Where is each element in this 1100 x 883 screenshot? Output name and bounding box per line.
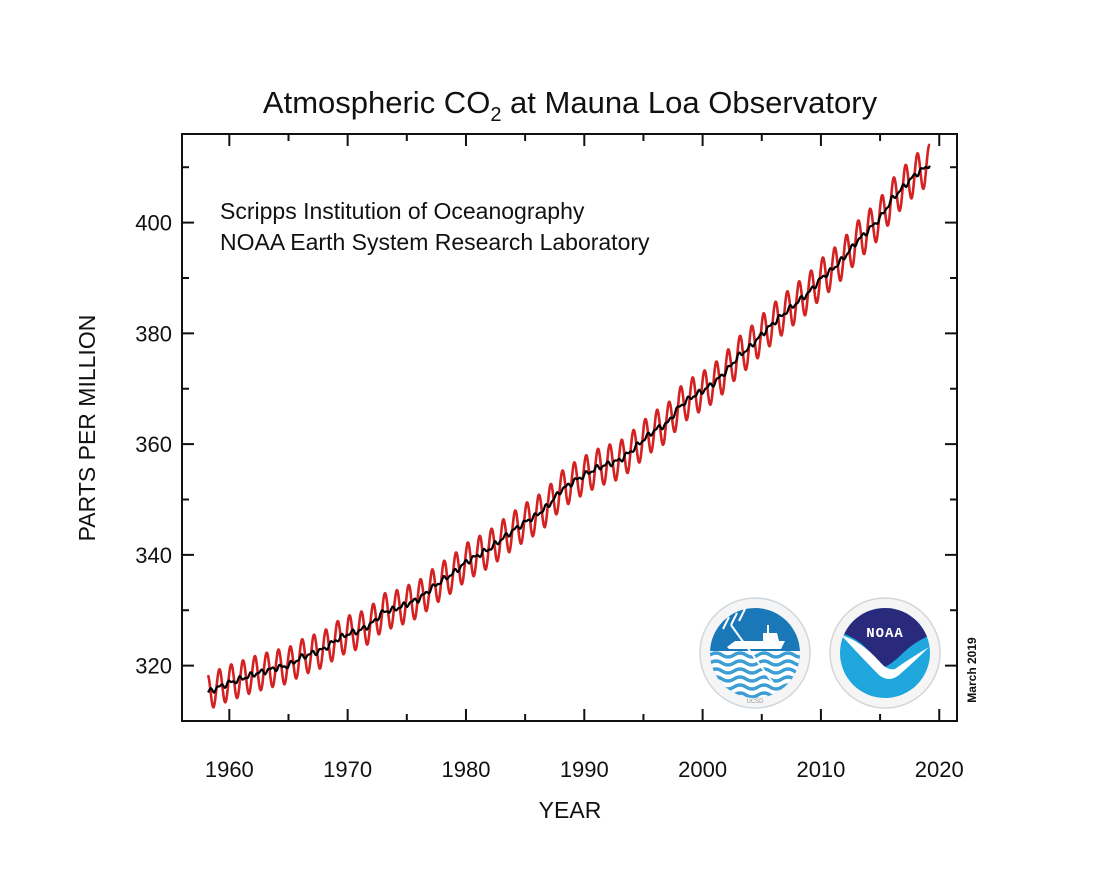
y-tick-label: 400: [135, 211, 172, 236]
y-tick-labels: 320 340 360 380 400: [135, 211, 172, 679]
x-axis-label: YEAR: [539, 797, 602, 823]
x-tick-labels: 1960 1970 1980 1990 2000 2010 2020: [205, 757, 964, 782]
scripps-logo-caption: UCSD: [746, 699, 764, 705]
x-tick-label: 2000: [678, 757, 727, 782]
x-tick-label: 2020: [915, 757, 964, 782]
date-note: March 2019: [965, 637, 979, 703]
plot-frame: [181, 133, 958, 722]
y-tick-label: 380: [135, 321, 172, 346]
x-tick-label: 1980: [441, 757, 490, 782]
annotation-noaa: NOAA Earth System Research Laboratory: [220, 229, 650, 255]
y-axis-label: PARTS PER MILLION: [74, 315, 100, 542]
chart-title-main: Atmospheric CO: [263, 85, 490, 120]
noaa-logo: NOAA: [829, 597, 941, 709]
scripps-ship-icon: [727, 625, 785, 649]
chart-title: Atmospheric CO2 at Mauna Loa Observatory: [263, 85, 878, 126]
y-tick-label: 360: [135, 432, 172, 457]
series-trend-co2: [207, 165, 931, 694]
x-tick-label: 1970: [323, 757, 372, 782]
x-tick-label: 2010: [796, 757, 845, 782]
chart-title-subscript: 2: [490, 104, 501, 126]
y-tick-label: 340: [135, 543, 172, 568]
scripps-logo: UCSD: [699, 597, 811, 709]
x-tick-label: 1990: [560, 757, 609, 782]
x-tick-label: 1960: [205, 757, 254, 782]
noaa-bird-icon: [841, 635, 929, 679]
annotation-scripps: Scripps Institution of Oceanography: [220, 198, 585, 224]
series-monthly-co2: [206, 143, 931, 709]
axis-ticks: [182, 134, 957, 721]
noaa-logo-upper: [840, 608, 930, 667]
y-tick-label: 320: [135, 654, 172, 679]
noaa-logo-text: NOAA: [866, 626, 904, 642]
data-series: [206, 143, 931, 709]
scripps-trident-icon: [730, 624, 774, 684]
chart-title-suffix: at Mauna Loa Observatory: [501, 85, 877, 120]
